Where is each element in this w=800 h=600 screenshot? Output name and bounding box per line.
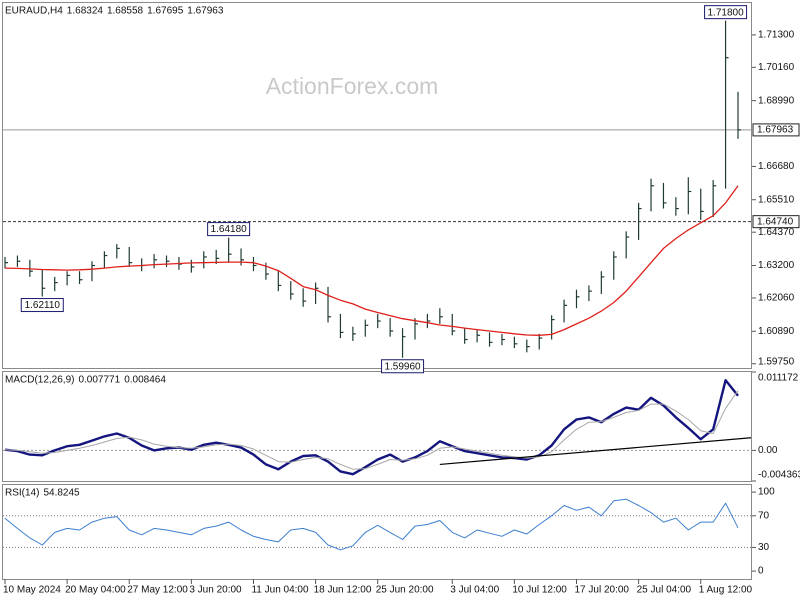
annotation-label: 1.64180: [211, 224, 248, 235]
level-label-box: [752, 123, 800, 137]
series-line: [4, 390, 739, 470]
y-tick-label: 0.011172: [758, 373, 799, 384]
y-tick-label: 1.65510: [758, 194, 795, 205]
level-label-box: [752, 215, 800, 229]
x-tick-label: 10 May 2024: [3, 585, 61, 596]
y-tick-label: 1.70160: [758, 62, 795, 73]
annotation-label: 1.59960: [384, 361, 421, 372]
x-tick-label: 1 Aug 12:00: [699, 585, 753, 596]
panel-header: MACD(12,26,9): [5, 375, 74, 386]
y-tick-label: 0: [758, 566, 764, 577]
y-tick-label: 1.60890: [758, 326, 795, 337]
level-label: 1.64740: [757, 216, 794, 227]
y-tick-label: 1.66680: [758, 161, 795, 172]
price-panel: [2, 2, 752, 369]
x-tick-label: 20 May 04:00: [65, 585, 126, 596]
y-tick-label: 1.59750: [758, 357, 795, 368]
macd-panel: [2, 371, 752, 482]
panel-header: 1.68324: [67, 6, 104, 17]
x-tick-label: 17 Jul 20:00: [574, 585, 629, 596]
annotation-box: [381, 359, 425, 374]
y-tick-label: 100: [758, 487, 775, 498]
y-tick-label: 1.64370: [758, 227, 795, 238]
annotation-box: [704, 5, 748, 20]
x-tick-label: 3 Jul 04:00: [450, 585, 499, 596]
panel-header: EURAUD,H4: [5, 6, 63, 17]
panel-header: 0.007771: [78, 375, 120, 386]
y-tick-label: 1.63200: [758, 260, 795, 271]
series-line: [4, 498, 739, 551]
y-tick-label: -0.004363: [758, 470, 800, 481]
panel-header: 54.8245: [43, 488, 80, 499]
annotation-label: 1.71800: [707, 7, 744, 18]
x-tick-label: 10 Jul 12:00: [512, 585, 567, 596]
y-tick-label: 0.00: [758, 445, 778, 456]
y-tick-label: 70: [758, 510, 770, 521]
y-tick-label: 1.68990: [758, 95, 795, 106]
trendline: [439, 437, 752, 466]
x-tick-label: 27 May 12:00: [127, 585, 188, 596]
panel-header: 1.68558: [107, 6, 144, 17]
series-line: [4, 185, 739, 336]
x-tick-label: 11 Jun 04:00: [251, 585, 309, 596]
x-tick-label: 25 Jul 04:00: [637, 585, 692, 596]
x-tick-label: 25 Jun 20:00: [376, 585, 434, 596]
watermark: ActionForex.com: [266, 73, 439, 99]
y-tick-label: 1.71300: [758, 30, 795, 41]
panel-header: 1.67695: [147, 6, 184, 17]
panel-header: 0.008464: [124, 375, 166, 386]
y-tick-label: 30: [758, 542, 770, 553]
level-label: 1.67963: [757, 125, 794, 136]
x-tick-label: 18 Jun 12:00: [314, 585, 372, 596]
annotation-box: [207, 222, 251, 237]
annotation-label: 1.62110: [25, 300, 61, 311]
annotation-box: [20, 298, 64, 313]
panel-header: 1.67963: [187, 6, 224, 17]
y-tick-label: 1.62060: [758, 293, 795, 304]
rsi-panel: [2, 484, 752, 580]
panel-header: RSI(14): [5, 488, 39, 499]
x-tick-label: 3 Jun 20:00: [189, 585, 242, 596]
